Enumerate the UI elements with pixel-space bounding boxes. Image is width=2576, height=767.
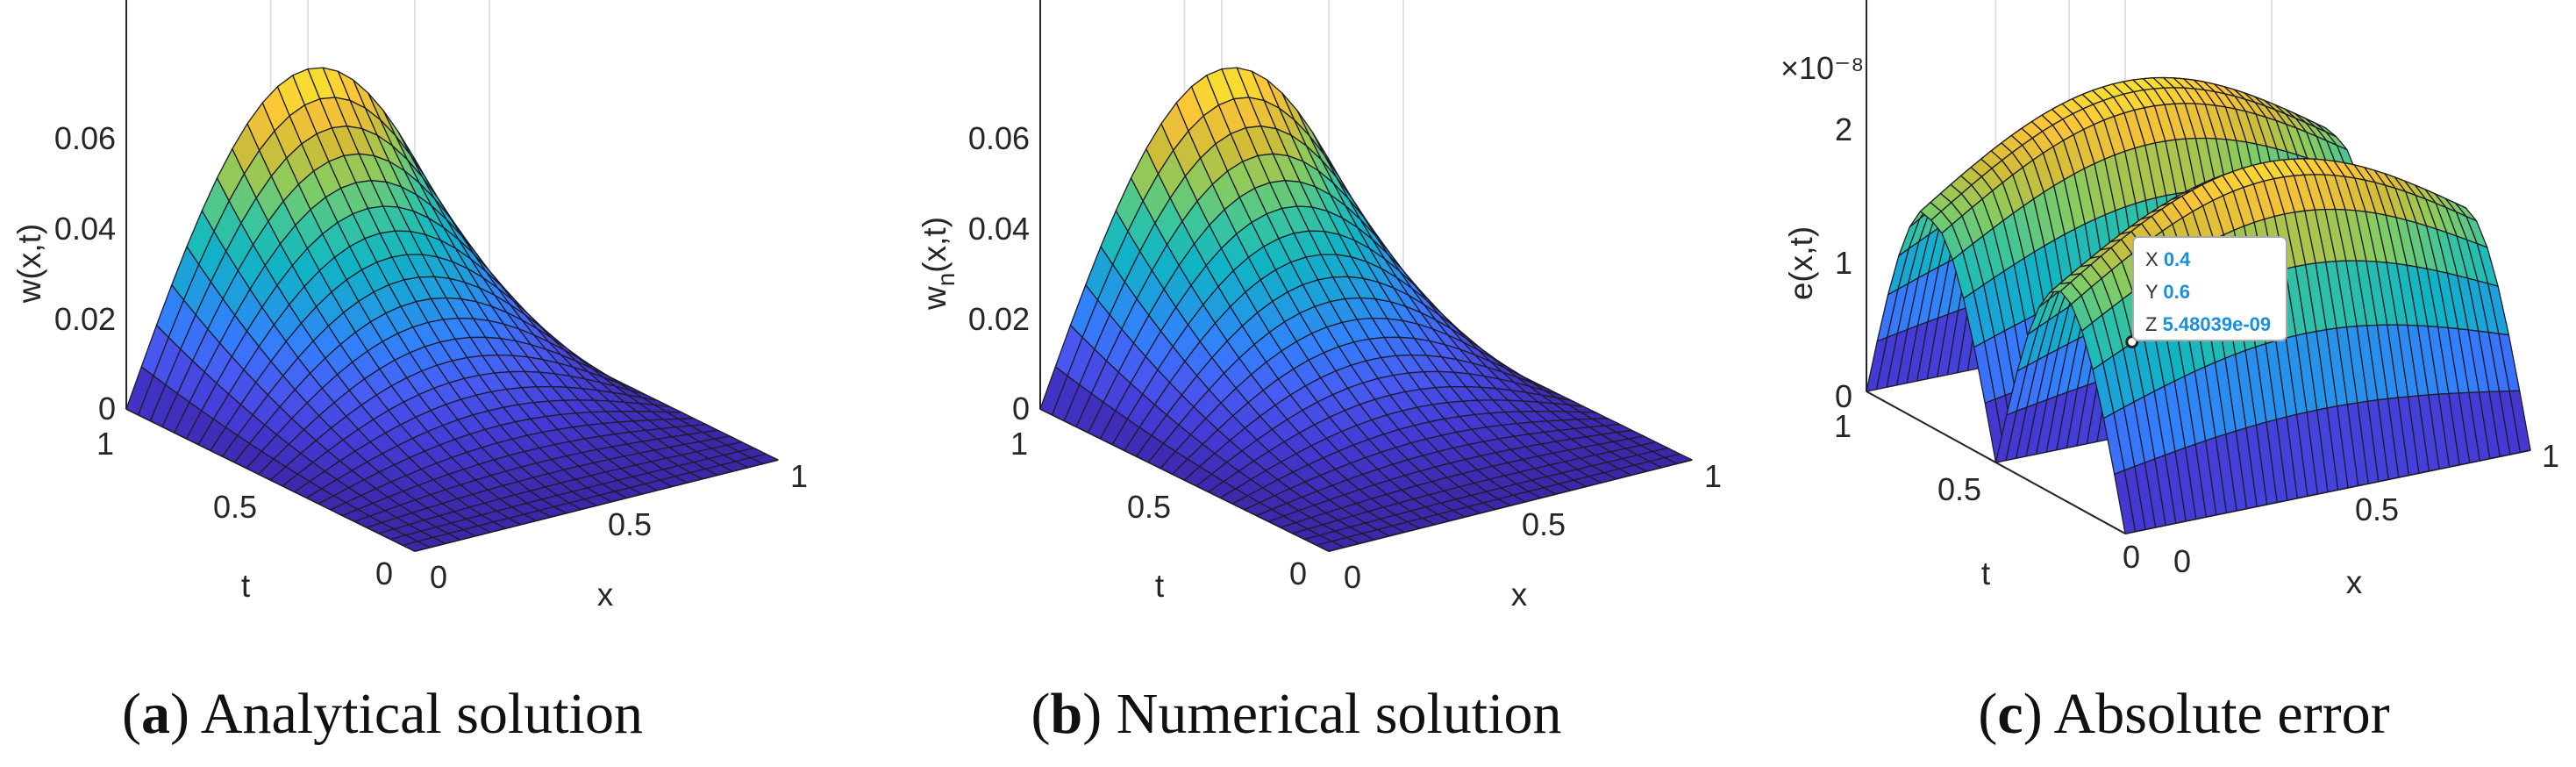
panel-numerical: 0 0.02 0.04 0.06 wn(x,t) 1 0.5 0 t 0 0.5… [917,0,1722,746]
x-tick-0: 0 [2173,543,2191,579]
x-tick-0: 0 [430,559,447,595]
z-axis-label: e(x,t) [1783,226,1819,300]
t-tick-1: 1 [96,426,114,462]
t-tick-0: 0 [375,556,393,591]
z-tick-006: 0.06 [54,120,116,156]
t-axis-label: t [1981,556,1991,591]
z-axis-label: wn(x,t) [917,217,960,311]
t-tick-05: 0.5 [1127,489,1171,525]
data-tip[interactable]: X 0.4 Y 0.6 Z 5.48039e-09 [2125,236,2287,348]
x-axis-label: x [1511,577,1528,613]
data-tip-x: X 0.4 [2145,248,2191,270]
x-tick-05: 0.5 [1522,506,1566,542]
z-tick-002: 0.02 [968,301,1030,337]
t-tick-05: 0.5 [1937,471,1981,507]
surface-plot[interactable] [1039,67,1693,552]
x-axis-label: x [2346,564,2363,600]
x-axis-label: x [597,577,614,613]
t-tick-0: 0 [1289,556,1307,591]
t-tick-1: 1 [1834,408,1852,444]
surface-patch [750,453,779,464]
z-tick-002: 0.02 [54,301,116,337]
t-tick-1: 1 [1010,426,1028,462]
data-tip-z: Z 5.48039e-09 [2145,313,2271,335]
x-tick-1: 1 [790,458,808,494]
data-tip-y: Y 0.6 [2145,281,2190,303]
x-tick-0: 0 [1344,559,1361,595]
z-tick-1: 1 [1835,245,1852,281]
panel-analytical: 0 0.02 0.04 0.06 w(x,t) 1 0.5 0 t 0 0.5 … [11,0,808,746]
z-tick-004: 0.04 [968,211,1030,247]
x-tick-1: 1 [2542,438,2559,474]
surface-patch [2508,390,2531,454]
exponent-label: ×10⁻⁸ [1780,50,1864,86]
z-axis-label: w(x,t) [11,224,47,304]
panel-error: ×10⁻⁸ 0 1 2 e(x,t) 1 0.5 0 t 0 0.5 1 x X… [1780,0,2559,746]
x-tick-05: 0.5 [608,506,652,542]
caption-a: (a) Analytical solution [122,682,643,746]
t-tick-05: 0.5 [213,489,257,525]
z-tick-004: 0.04 [54,211,116,247]
caption-b: (b) Numerical solution [1031,682,1562,746]
data-tip-box [2132,236,2287,341]
x-tick-1: 1 [1704,458,1722,494]
z-tick-0: 0 [1835,378,1852,414]
x-tick-05: 0.5 [2355,491,2399,527]
z-tick-0: 0 [98,391,116,427]
surface-plot[interactable] [125,67,779,552]
caption-c: (c) Absolute error [1978,682,2389,746]
z-tick-0: 0 [1012,391,1030,427]
z-tick-2: 2 [1835,111,1852,147]
t-tick-0: 0 [2123,539,2140,575]
t-axis-label: t [1155,568,1165,604]
surface-patch [1664,453,1693,464]
z-tick-006: 0.06 [968,120,1030,156]
t-axis-label: t [241,568,251,604]
